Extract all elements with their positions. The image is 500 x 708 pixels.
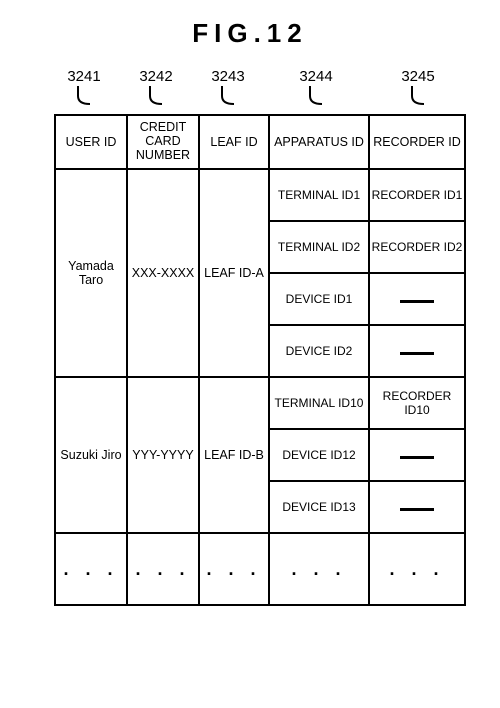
col-user-id: USER ID — [55, 115, 127, 169]
cell-recorder: RECORDER ID10 — [369, 377, 465, 429]
cell-apparatus: DEVICE ID2 — [269, 325, 369, 377]
dash-icon — [400, 508, 434, 511]
colref-3241: 3241 — [54, 68, 114, 108]
dash-icon — [400, 456, 434, 459]
col-apparatus-id: APPARATUS ID — [269, 115, 369, 169]
col-recorder-id: RECORDER ID — [369, 115, 465, 169]
cell-ellipsis: . . . — [269, 533, 369, 605]
figure-canvas: FIG.12 3241 3242 3243 3244 3245 — [0, 0, 500, 708]
cell-apparatus: TERMINAL ID10 — [269, 377, 369, 429]
colref-3243: 3243 — [198, 68, 258, 108]
data-table: USER ID CREDIT CARD NUMBER LEAF ID APPAR… — [54, 114, 466, 606]
table-body: Yamada Taro XXX-XXXX LEAF ID-A TERMINAL … — [55, 169, 465, 605]
colref-3245: 3245 — [388, 68, 448, 108]
cell-recorder-dash — [369, 325, 465, 377]
cell-recorder: RECORDER ID2 — [369, 221, 465, 273]
dash-icon — [400, 300, 434, 303]
figure-title: FIG.12 — [0, 18, 500, 49]
ellipsis-row: . . . . . . . . . . . . . . . — [55, 533, 465, 605]
colref-3244: 3244 — [286, 68, 346, 108]
cell-apparatus: DEVICE ID13 — [269, 481, 369, 533]
col-credit-card: CREDIT CARD NUMBER — [127, 115, 199, 169]
cell-apparatus: DEVICE ID1 — [269, 273, 369, 325]
data-table-wrap: USER ID CREDIT CARD NUMBER LEAF ID APPAR… — [54, 114, 464, 606]
header-row: USER ID CREDIT CARD NUMBER LEAF ID APPAR… — [55, 115, 465, 169]
colref-3242: 3242 — [126, 68, 186, 108]
col-leaf-id: LEAF ID — [199, 115, 269, 169]
col-credit-card-l2: NUMBER — [136, 148, 190, 162]
cell-apparatus: DEVICE ID12 — [269, 429, 369, 481]
table-row: Suzuki Jiro YYY-YYYY LEAF ID-B TERMINAL … — [55, 377, 465, 429]
cell-ellipsis: . . . — [199, 533, 269, 605]
cell-apparatus: TERMINAL ID1 — [269, 169, 369, 221]
dash-icon — [400, 352, 434, 355]
cell-ellipsis: . . . — [55, 533, 127, 605]
cell-credit-card: YYY-YYYY — [127, 377, 199, 533]
cell-recorder-dash — [369, 273, 465, 325]
cell-apparatus: TERMINAL ID2 — [269, 221, 369, 273]
col-credit-card-l1: CREDIT CARD — [140, 120, 187, 148]
cell-user-id: Yamada Taro — [55, 169, 127, 377]
table-row: Yamada Taro XXX-XXXX LEAF ID-A TERMINAL … — [55, 169, 465, 221]
cell-leaf-id: LEAF ID-B — [199, 377, 269, 533]
cell-credit-card: XXX-XXXX — [127, 169, 199, 377]
cell-ellipsis: . . . — [369, 533, 465, 605]
cell-recorder-dash — [369, 429, 465, 481]
cell-recorder-dash — [369, 481, 465, 533]
cell-recorder: RECORDER ID1 — [369, 169, 465, 221]
cell-leaf-id: LEAF ID-A — [199, 169, 269, 377]
cell-user-id: Suzuki Jiro — [55, 377, 127, 533]
cell-ellipsis: . . . — [127, 533, 199, 605]
